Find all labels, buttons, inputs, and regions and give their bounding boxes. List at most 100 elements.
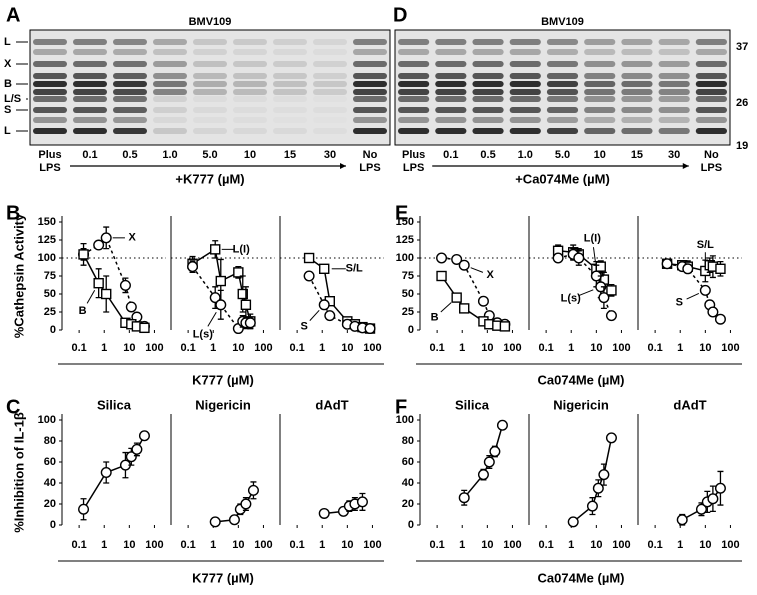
x-tick-label: 10 (590, 539, 602, 551)
gel-band (398, 39, 430, 45)
marker (318, 299, 330, 311)
y-tick-label: 75 (44, 270, 56, 282)
marker (78, 249, 89, 260)
x-tick-label: 10 (481, 539, 493, 551)
panel-title: Silica (455, 397, 490, 412)
gel-band (658, 73, 690, 79)
gel-band (113, 49, 147, 55)
mw-label: 26 (736, 97, 748, 109)
gel-band (353, 117, 387, 123)
gel-band (73, 81, 107, 87)
marker (592, 482, 604, 494)
marker (714, 482, 726, 494)
gel-band (273, 73, 307, 79)
gel-band (233, 128, 267, 134)
gel-band (193, 39, 227, 45)
lane-label: LPS (359, 162, 380, 174)
lane-label: 5.0 (202, 149, 217, 161)
gel-band (546, 81, 579, 87)
y-tick-label: 50 (402, 288, 414, 300)
marker (119, 279, 131, 291)
lane-label: 5.0 (555, 149, 570, 161)
gel-band (472, 81, 504, 87)
gel-band (33, 81, 67, 87)
gel-band (472, 117, 504, 123)
gel-title: BMV109 (189, 16, 232, 28)
gel-band (73, 96, 107, 102)
marker (215, 275, 226, 287)
gel-band (313, 96, 347, 102)
panel-letter: B (6, 202, 20, 224)
panel-letter: C (6, 396, 20, 418)
panel-title: Silica (97, 397, 132, 412)
series-label: X (129, 232, 137, 244)
gel-band (398, 96, 430, 102)
y-tick-label: 0 (408, 519, 414, 531)
gel-band (113, 61, 147, 67)
series-label: S/L (697, 239, 714, 251)
gel-band (509, 81, 541, 87)
y-tick-label: 40 (44, 477, 56, 489)
lane-label: 1.0 (162, 149, 177, 161)
gel-band (658, 128, 690, 134)
gel-band (353, 73, 387, 79)
gel-band (509, 107, 541, 113)
gel-band (73, 61, 107, 67)
x-tick-label: 0.1 (71, 342, 86, 354)
x-tick-label: 1 (459, 342, 465, 354)
lane-label: 0.5 (122, 149, 137, 161)
x-tick-label: 100 (503, 539, 521, 551)
gel-band (398, 49, 430, 55)
gel-band (233, 107, 267, 113)
y-tick-label: 60 (44, 456, 56, 468)
marker (661, 258, 673, 270)
x-tick-label: 0.1 (289, 539, 304, 551)
gel-band (353, 89, 387, 95)
panel-title: dAdT (673, 397, 706, 412)
gel-band (695, 81, 727, 87)
gel-band (153, 107, 187, 113)
gel-band (695, 49, 727, 55)
gel-band (621, 117, 653, 123)
y-tick-label: 100 (396, 414, 414, 426)
marker (586, 500, 598, 512)
series-line (308, 275, 371, 330)
gel-band (73, 49, 107, 55)
marker (131, 443, 143, 455)
gel-band (273, 89, 307, 95)
y-tick-label: 125 (396, 234, 414, 246)
label-arrow (686, 292, 700, 300)
gel-band (621, 89, 653, 95)
gel-band (113, 81, 147, 87)
gel-band (313, 81, 347, 87)
panel-letter: E (395, 202, 408, 224)
marker (209, 516, 221, 528)
gel-band (113, 39, 147, 45)
x-axis-label: K777 (µM) (192, 570, 254, 585)
lane-label: 15 (631, 149, 643, 161)
gel-band (353, 96, 387, 102)
y-tick-label: 0 (50, 324, 56, 336)
treatment-label: +Ca074Me (µM) (515, 171, 610, 186)
lane-label: 0.5 (480, 149, 495, 161)
gel-band (658, 96, 690, 102)
x-axis-label: Ca074Me (µM) (538, 570, 625, 585)
gel-band (313, 107, 347, 113)
treatment-label: +K777 (µM) (175, 171, 244, 186)
marker (247, 484, 259, 496)
gel-band (472, 128, 504, 134)
gel-band (509, 89, 541, 95)
y-tick-label: 100 (38, 252, 56, 264)
x-tick-label: 1 (210, 539, 216, 551)
marker (100, 232, 112, 244)
x-tick-label: 1 (459, 539, 465, 551)
marker (436, 252, 448, 264)
gel-band (584, 96, 616, 102)
y-tick-label: 80 (44, 435, 56, 447)
lane-label: LPS (701, 162, 722, 174)
marker (125, 301, 137, 313)
label-arrow (578, 289, 594, 296)
gel-band (435, 73, 467, 79)
x-tick-label: 100 (254, 539, 272, 551)
gel-band (546, 117, 579, 123)
